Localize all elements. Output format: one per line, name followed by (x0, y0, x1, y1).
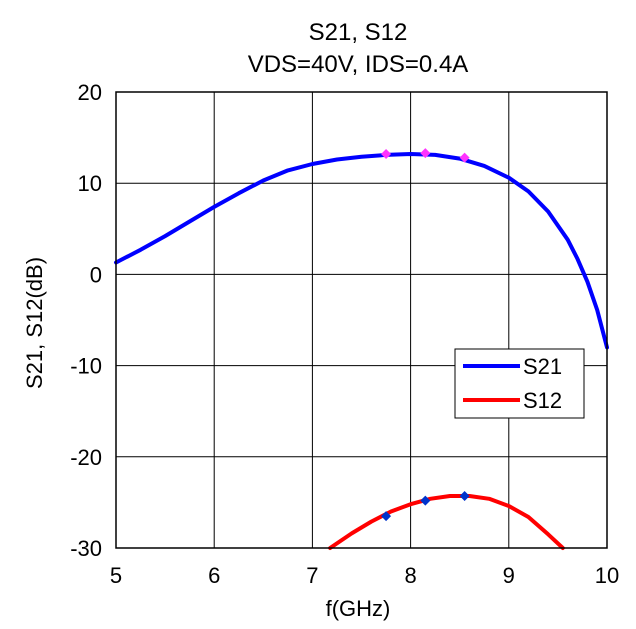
y-tick-label: -20 (70, 445, 102, 470)
marker-s12 (420, 495, 431, 506)
y-tick-label: 20 (78, 80, 102, 105)
x-tick-label: 5 (110, 563, 122, 588)
marker-s12 (459, 491, 470, 502)
legend-box (454, 348, 585, 419)
marker-s21 (420, 148, 431, 159)
legend-label-s12: S12 (523, 388, 562, 413)
series-layer (114, 148, 609, 550)
marker-s21 (459, 152, 470, 163)
x-axis-label: f(GHz) (326, 596, 391, 621)
y-tick-label: -10 (70, 354, 102, 379)
y-tick-label: 0 (90, 262, 102, 287)
grid (115, 91, 608, 549)
chart-subtitle: VDS=40V, IDS=0.4A (248, 51, 469, 78)
y-axis-label: S21, S12(dB) (22, 257, 47, 389)
x-tick-label: 7 (306, 563, 318, 588)
legend: S21 S12 (454, 348, 585, 419)
marker-s21 (381, 149, 392, 160)
series-line-s21 (114, 152, 609, 350)
y-tick-label: -30 (70, 536, 102, 561)
x-tick-label: 9 (503, 563, 515, 588)
x-tick-label: 8 (404, 563, 416, 588)
legend-label-s21: S21 (523, 354, 562, 379)
plot-frame (115, 91, 608, 549)
x-tick-label: 6 (208, 563, 220, 588)
tick-labels: 5 6 7 8 9 10 20 10 0 -10 -20 -30 (70, 80, 619, 588)
marker-s12 (381, 511, 392, 522)
series-line-s12 (328, 494, 565, 550)
y-tick-label: 10 (78, 171, 102, 196)
chart-title: S21, S12 (309, 19, 408, 46)
x-tick-label: 10 (595, 563, 619, 588)
